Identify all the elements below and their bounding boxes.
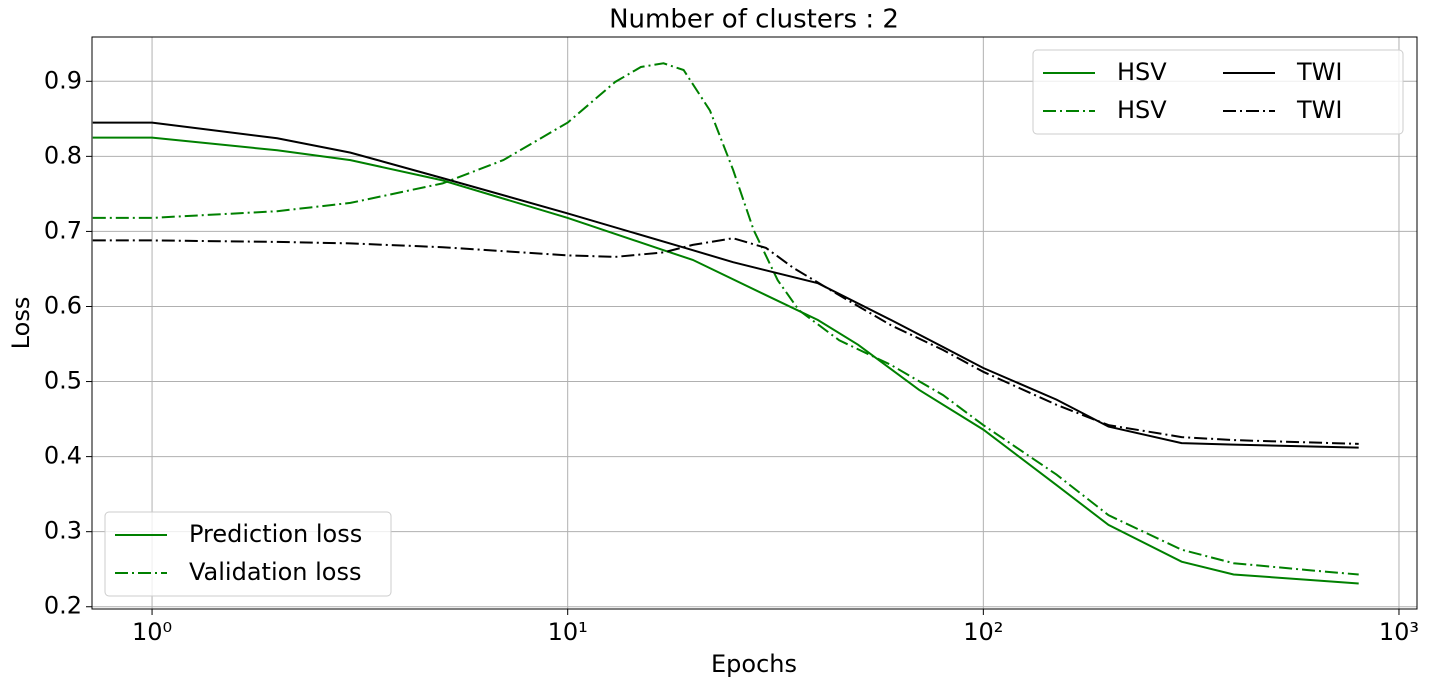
y-axis-label: Loss	[7, 297, 35, 350]
x-tick-label: 10¹	[548, 618, 588, 646]
legend-box	[1032, 49, 1404, 135]
y-tick-label: 0.6	[44, 291, 82, 319]
y-tick-label: 0.3	[44, 517, 82, 545]
line-series	[92, 62, 1359, 576]
line-series	[92, 237, 1359, 445]
y-tick-label: 0.7	[44, 216, 82, 244]
line-series	[92, 121, 1359, 449]
legend-label: Validation loss	[189, 558, 362, 586]
legend-label: Prediction loss	[189, 520, 362, 548]
x-axis-label: Epochs	[711, 650, 797, 678]
x-tick-label: 10³	[1379, 618, 1419, 646]
legend-label: HSV	[1117, 58, 1167, 86]
legend-label: TWI	[1296, 58, 1342, 86]
x-tick-label: 10⁰	[132, 618, 172, 646]
y-tick-label: 0.4	[44, 442, 82, 470]
x-tick-label: 10²	[963, 618, 1003, 646]
y-tick-label: 0.2	[44, 592, 82, 620]
legend-label: TWI	[1296, 96, 1342, 124]
chart-title: Number of clusters : 2	[609, 5, 899, 35]
legend-box	[104, 511, 392, 597]
line-series	[92, 136, 1359, 585]
y-tick-label: 0.5	[44, 367, 82, 395]
legend-label: HSV	[1117, 96, 1167, 124]
plot-frame	[91, 36, 1418, 610]
y-tick-label: 0.9	[44, 66, 82, 94]
y-tick-label: 0.8	[44, 141, 82, 169]
